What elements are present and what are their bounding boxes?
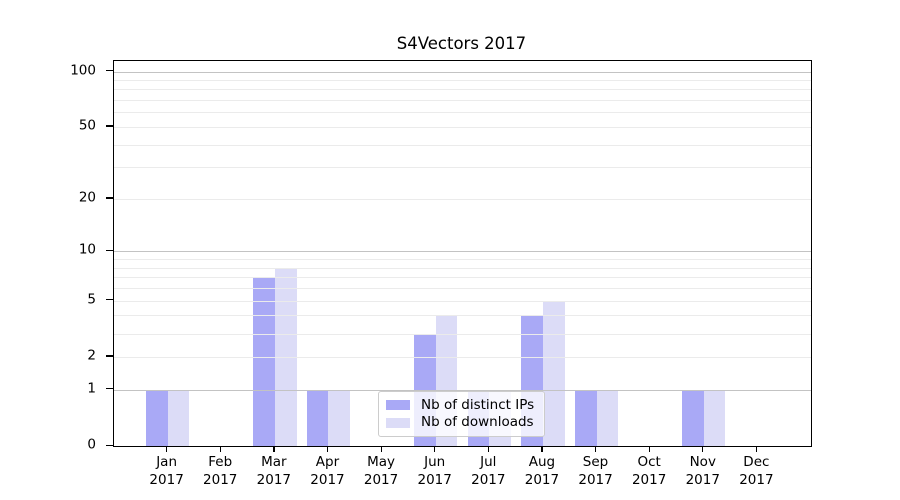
y-tick [106,355,113,357]
y-tick [106,125,113,127]
x-tick-label: Jul 2017 [471,454,506,488]
x-tick-label: Sep 2017 [578,454,613,488]
chart-title: S4Vectors 2017 [396,34,527,53]
bar-downloads [596,389,619,446]
bar-distinct-ips [574,389,597,446]
gridline-minor [114,267,811,269]
bar-distinct-ips [682,389,704,446]
gridline-minor [114,356,811,358]
gridline-minor [114,277,811,279]
gridline-major [114,71,811,73]
plot-area [113,60,812,447]
y-tick [106,70,113,72]
gridline-minor [114,126,811,128]
legend-item-downloads: Nb of downloads [379,414,544,430]
x-tick-label: Jan 2017 [149,454,184,488]
gridline-minor [114,79,811,81]
gridline-minor [114,333,811,335]
y-tick [106,299,113,301]
x-tick-label: Jun 2017 [417,454,452,488]
gridline-major [114,389,811,391]
x-tick [755,446,758,452]
bar-distinct-ips [145,389,168,446]
y-tick-label: 20 [78,189,96,206]
x-tick-label: Aug 2017 [524,454,560,488]
bar-distinct-ips [253,277,275,446]
x-tick [648,446,650,452]
gridline-minor [114,167,811,169]
legend-swatch-distinct-ips [386,400,410,411]
bar-downloads [167,389,190,446]
y-tick-label: 10 [78,241,96,258]
bar-downloads [542,300,565,446]
legend: Nb of distinct IPs Nb of downloads [378,391,545,437]
y-tick [106,249,113,252]
x-tick-label: Oct 2017 [631,454,667,488]
y-tick-label: 1 [87,380,96,396]
gridline-minor [114,100,811,102]
x-tick [434,446,436,452]
gridline-minor [114,288,811,290]
y-tick-label: 2 [87,347,96,364]
bar-downloads [328,389,351,446]
bar-distinct-ips [306,389,329,446]
x-tick-label: Nov 2017 [685,454,720,488]
y-tick-label: 5 [87,290,96,307]
x-tick [541,446,543,452]
x-tick [273,446,275,452]
gridline-minor [114,259,811,261]
legend-label-downloads: Nb of downloads [421,414,534,430]
legend-swatch-downloads [386,417,410,428]
y-tick [106,444,113,446]
x-tick [219,446,221,452]
x-tick-label: Mar 2017 [256,454,292,488]
gridline-minor [114,315,811,317]
bar-downloads [703,389,726,446]
x-tick-label: Feb 2017 [203,454,238,488]
x-tick [380,446,382,452]
legend-item-distinct-ips: Nb of distinct IPs [379,396,544,413]
y-tick [106,388,113,390]
legend-label-distinct-ips: Nb of distinct IPs [421,396,535,413]
y-tick-label: 50 [78,117,96,134]
gridline-minor [114,112,811,114]
x-tick [326,446,329,452]
x-tick [166,446,168,452]
gridline-minor [114,198,811,200]
y-tick-label: 0 [87,436,96,453]
x-tick [487,446,489,452]
x-tick-label: Apr 2017 [310,454,345,488]
x-tick-label: May 2017 [363,454,399,488]
x-tick-label: Dec 2017 [739,454,774,488]
gridline-minor [114,144,811,146]
y-tick [106,197,113,199]
y-tick-label: 100 [70,61,96,78]
gridline-major [114,251,811,253]
x-tick [595,446,597,452]
gridline-minor [114,89,811,91]
gridline-minor [114,300,811,302]
x-tick [702,446,704,452]
